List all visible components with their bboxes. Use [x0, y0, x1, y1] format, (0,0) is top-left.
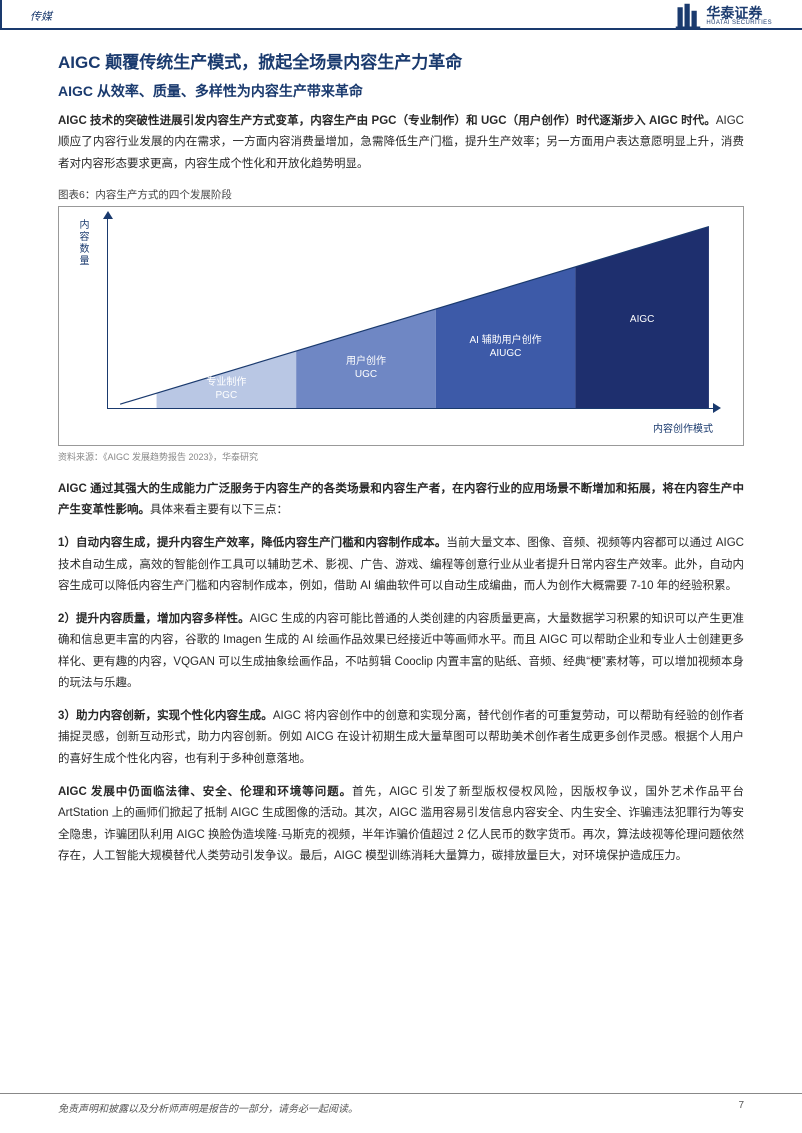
figure-caption: 图表6：内容生产方式的四个发展阶段: [58, 187, 744, 202]
figure-source: 资料来源：《AIGC 发展趋势报告 2023》，华泰研究: [58, 450, 744, 463]
brand-name-en: HUATAI SECURITIES: [706, 20, 772, 26]
paragraph-3: 1）自动内容生成，提升内容生产效率，降低内容生产门槛和内容制作成本。当前大量文本…: [58, 533, 744, 597]
page-footer: 免责声明和披露以及分析师声明是报告的一部分，请务必一起阅读。 7: [0, 1093, 802, 1133]
stage-label-top: AI 辅助用户创作: [469, 334, 541, 347]
chart-stage-label: 用户创作UGC: [296, 355, 436, 381]
disclaimer: 免责声明和披露以及分析师声明是报告的一部分，请务必一起阅读。: [58, 1100, 358, 1115]
building-icon: [674, 2, 702, 30]
chart-stage-label: 专业制作PGC: [157, 376, 297, 402]
brand-name-cn: 华泰证券: [706, 6, 772, 20]
stage-label-top: 专业制作: [206, 376, 246, 389]
p3-bold: 1）自动内容生成，提升内容生产效率，降低内容生产门槛和内容制作成本。: [58, 537, 446, 549]
stage-label-bottom: PGC: [216, 389, 238, 402]
page-number: 7: [738, 1100, 744, 1115]
intro-paragraph: AIGC 技术的突破性进展引发内容生产方式变革，内容生产由 PGC（专业制作）和…: [58, 111, 744, 175]
stage-label-bottom: UGC: [355, 368, 377, 381]
p5-bold: 3）助力内容创新，实现个性化内容生成。: [58, 710, 273, 722]
paragraph-2: AIGC 通过其强大的生成能力广泛服务于内容生产的各类场景和内容生产者，在内容行…: [58, 479, 744, 522]
page-content: AIGC 颠覆传统生产模式，掀起全场景内容生产力革命 AIGC 从效率、质量、多…: [0, 30, 802, 867]
chart-stage-label: AI 辅助用户创作AIUGC: [436, 334, 576, 360]
category-label: 传媒: [30, 8, 52, 24]
chart-stage-label: AIGC: [575, 313, 709, 326]
heading-2: AIGC 从效率、质量、多样性为内容生产带来革命: [58, 81, 744, 101]
p2-rest: 具体来看主要有以下三点：: [150, 504, 288, 516]
p6-bold: AIGC 发展中仍面临法律、安全、伦理和环境等问题。: [58, 786, 352, 798]
heading-1: AIGC 颠覆传统生产模式，掀起全场景内容生产力革命: [58, 48, 744, 73]
paragraph-5: 3）助力内容创新，实现个性化内容生成。AIGC 将内容创作中的创意和实现分离，替…: [58, 706, 744, 770]
intro-bold: AIGC 技术的突破性进展引发内容生产方式变革，内容生产由 PGC（专业制作）和…: [58, 115, 716, 127]
stage-label-bottom: AIUGC: [490, 347, 522, 360]
page-header: 传媒 华泰证券 HUATAI SECURITIES: [0, 0, 802, 30]
brand-logo: 华泰证券 HUATAI SECURITIES: [674, 2, 772, 30]
chart-area: 专业制作PGC用户创作UGCAI 辅助用户创作AIUGCAIGC: [107, 217, 715, 409]
stage-label-top: AIGC: [630, 313, 654, 326]
figure-box: 内容数量 专业制作PGC用户创作UGCAI 辅助用户创作AIUGCAIGC 内容…: [58, 206, 744, 446]
paragraph-6: AIGC 发展中仍面临法律、安全、伦理和环境等问题。首先，AIGC 引发了新型版…: [58, 782, 744, 867]
paragraph-4: 2）提升内容质量，增加内容多样性。AIGC 生成的内容可能比普通的人类创建的内容…: [58, 609, 744, 694]
stage-label-top: 用户创作: [346, 355, 386, 368]
p4-bold: 2）提升内容质量，增加内容多样性。: [58, 613, 250, 625]
x-axis-label: 内容创作模式: [653, 420, 713, 435]
y-axis-label: 内容数量: [75, 219, 90, 267]
